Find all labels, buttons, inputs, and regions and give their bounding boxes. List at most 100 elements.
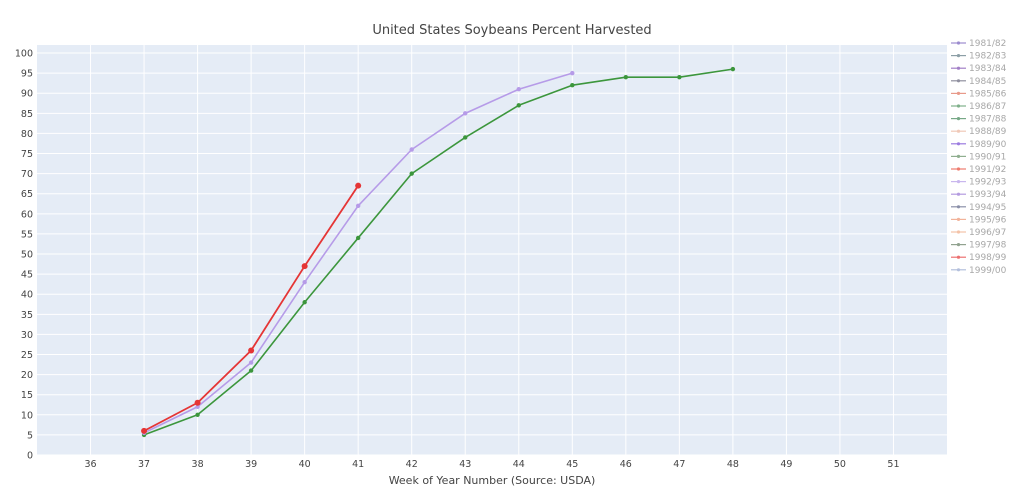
x-tick-label: 44 xyxy=(513,459,525,470)
legend-label: 1993/94 xyxy=(969,190,1007,200)
legend-label: 1982/83 xyxy=(969,52,1006,62)
y-tick-label: 50 xyxy=(21,250,33,261)
legend-marker xyxy=(956,79,961,83)
series-group xyxy=(141,66,736,438)
data-point-1989-90 xyxy=(302,279,307,285)
y-tick-label: 65 xyxy=(21,189,33,200)
legend-item-1984-85[interactable]: 1984/85 xyxy=(951,77,1006,87)
legend-marker xyxy=(956,154,961,158)
legend-item-1982-83[interactable]: 1982/83 xyxy=(951,52,1006,62)
data-point-1987-88 xyxy=(355,235,361,241)
x-tick-label: 43 xyxy=(459,459,471,470)
legend-item-1996-97[interactable]: 1996/97 xyxy=(951,228,1006,238)
y-tick-label: 60 xyxy=(21,209,33,220)
x-tick-label: 46 xyxy=(620,459,632,470)
y-tick-label: 45 xyxy=(21,270,33,281)
legend-marker xyxy=(956,255,961,259)
legend-item-1997-98[interactable]: 1997/98 xyxy=(951,241,1007,251)
data-point-1989-90 xyxy=(409,147,414,152)
data-point-1998-99 xyxy=(355,182,362,189)
legend-label: 1981/82 xyxy=(969,39,1006,49)
legend-marker xyxy=(956,104,961,108)
legend-marker xyxy=(956,167,961,171)
legend-item-1981-82[interactable]: 1981/82 xyxy=(951,39,1006,49)
legend-marker xyxy=(956,243,961,247)
legend-item-1983-84[interactable]: 1983/84 xyxy=(951,64,1007,74)
data-point-1987-88 xyxy=(463,135,468,140)
legend-label: 1992/93 xyxy=(969,178,1006,188)
legend-marker xyxy=(956,91,961,95)
y-tick-label: 100 xyxy=(15,49,33,60)
legend-label: 1998/99 xyxy=(969,253,1007,263)
y-tick-label: 40 xyxy=(21,290,33,301)
legend-item-1995-96[interactable]: 1995/96 xyxy=(951,215,1007,225)
legend-item-1994-95[interactable]: 1994/95 xyxy=(951,203,1006,213)
x-tick-label: 49 xyxy=(780,459,792,470)
legend-label: 1983/84 xyxy=(969,64,1007,74)
legend-marker xyxy=(956,205,961,209)
legend-marker xyxy=(956,41,961,45)
legend-label: 1991/92 xyxy=(969,165,1006,175)
y-tick-label: 70 xyxy=(21,169,33,180)
data-point-1998-99 xyxy=(194,399,201,406)
x-tick-label: 36 xyxy=(84,459,96,470)
legend-item-1985-86[interactable]: 1985/86 xyxy=(951,89,1007,99)
data-point-1987-88 xyxy=(409,171,414,176)
legend-item-1992-93[interactable]: 1992/93 xyxy=(951,178,1006,188)
legend-item-1990-91[interactable]: 1990/91 xyxy=(951,152,1006,162)
legend-label: 1988/89 xyxy=(969,127,1007,137)
legend-marker xyxy=(956,217,961,221)
legend-marker xyxy=(956,230,961,234)
data-point-1998-99 xyxy=(248,347,255,354)
x-tick-label: 38 xyxy=(192,459,204,470)
legend-item-1986-87[interactable]: 1986/87 xyxy=(951,102,1006,112)
legend-marker xyxy=(956,66,961,70)
y-tick-label: 0 xyxy=(27,451,33,462)
x-tick-label: 51 xyxy=(887,459,899,470)
chart-title: United States Soybeans Percent Harvested xyxy=(372,23,651,38)
x-tick-label: 42 xyxy=(406,459,418,470)
legend-marker xyxy=(956,117,961,121)
data-point-1987-88 xyxy=(623,74,629,80)
legend-marker xyxy=(956,268,961,272)
data-point-1998-99 xyxy=(301,263,308,270)
legend-label: 1995/96 xyxy=(969,215,1007,225)
x-axis-title: Week of Year Number (Source: USDA) xyxy=(389,474,596,487)
legend-marker xyxy=(956,180,961,184)
y-axis-ticks: 0 5 10 15 20 25 30 35 40 45 50 55 60 65 70 75 80 85 90 95 10… xyxy=(15,49,33,462)
x-tick-label: 41 xyxy=(352,459,364,470)
plot-area xyxy=(37,45,947,455)
x-tick-label: 39 xyxy=(245,459,257,470)
legend-item-1987-88[interactable]: 1987/88 xyxy=(951,115,1007,125)
legend-label: 1996/97 xyxy=(969,228,1006,238)
x-tick-label: 45 xyxy=(566,459,578,470)
y-tick-label: 20 xyxy=(21,370,33,381)
data-point-1989-90 xyxy=(463,111,468,116)
legend-label: 1999/00 xyxy=(969,266,1007,276)
series-line-1987-88 xyxy=(143,68,734,436)
legend-label: 1984/85 xyxy=(969,77,1006,87)
x-axis-ticks: 36 37 38 39 40 41 42 43 44 45 46 47 48 49 50 51 xyxy=(84,459,899,470)
y-tick-label: 15 xyxy=(21,390,33,401)
data-point-1989-90 xyxy=(195,404,200,409)
x-tick-label: 50 xyxy=(834,459,846,470)
y-tick-label: 85 xyxy=(21,109,33,120)
legend-label: 1986/87 xyxy=(969,102,1006,112)
legend-item-1991-92[interactable]: 1991/92 xyxy=(951,165,1006,175)
y-tick-label: 10 xyxy=(21,410,33,421)
data-point-1987-88 xyxy=(248,368,254,373)
data-point-1989-90 xyxy=(570,70,575,76)
y-tick-label: 75 xyxy=(21,149,33,160)
legend-item-1988-89[interactable]: 1988/89 xyxy=(951,127,1007,137)
x-tick-label: 48 xyxy=(727,459,739,470)
data-point-1987-88 xyxy=(516,103,521,108)
legend-label: 1994/95 xyxy=(969,203,1006,213)
legend-item-1989-90[interactable]: 1989/90 xyxy=(951,140,1007,150)
legend-item-1993-94[interactable]: 1993/94 xyxy=(951,190,1007,200)
data-point-1998-99 xyxy=(141,427,148,434)
legend[interactable]: 1981/82 1982/83 1983/84 1984/85 1985/86 1986/… xyxy=(951,39,1007,276)
legend-item-1998-99[interactable]: 1998/99 xyxy=(951,253,1007,263)
legend-item-1999-00[interactable]: 1999/00 xyxy=(951,266,1007,276)
legend-label: 1997/98 xyxy=(969,241,1007,251)
